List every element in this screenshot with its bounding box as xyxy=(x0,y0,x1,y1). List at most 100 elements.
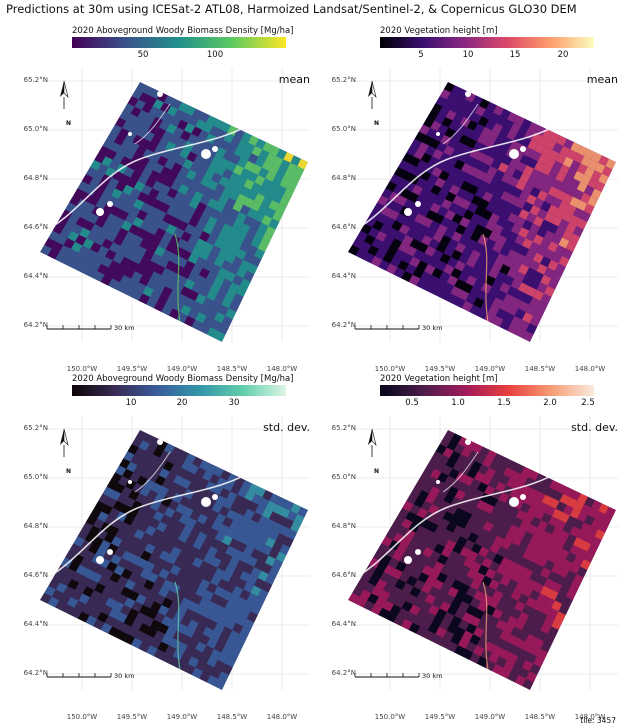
colorbar xyxy=(72,385,286,396)
latitude-label: 65.0°N xyxy=(331,473,356,481)
colorbar-tick-label: 100 xyxy=(206,50,224,60)
scale-bar-label: 30 km xyxy=(422,324,443,332)
map-canvas xyxy=(348,68,618,342)
north-arrow-icon xyxy=(368,428,377,457)
latitude-label: 64.8°N xyxy=(331,522,356,530)
colorbar-tick-label: 30 xyxy=(228,398,240,408)
colorbar xyxy=(380,385,594,396)
raster-layer xyxy=(40,430,308,690)
latitude-label: 64.6°N xyxy=(331,571,356,579)
map-panel-biomass-stddev: 2020 Aboveground Woody Biomass Density [… xyxy=(10,372,310,727)
colorbar-tick-label: 50 xyxy=(137,50,149,60)
north-arrow-icon xyxy=(60,80,69,109)
colorbar-tick-label: 20 xyxy=(176,398,188,408)
latitude-label: 65.2°N xyxy=(23,76,48,84)
longitude-label: 149.0°W xyxy=(474,365,506,373)
longitude-label: 148.0°W xyxy=(266,365,298,373)
longitude-label: 148.5°W xyxy=(216,365,248,373)
colorbar-tick-label: 10 xyxy=(462,50,474,60)
colorbar-tick-label: 1.0 xyxy=(451,398,465,408)
north-arrow-icon xyxy=(368,80,377,109)
longitude-label: 149.5°W xyxy=(424,713,456,721)
scale-bar-label: 30 km xyxy=(114,672,135,680)
north-arrow-label: N xyxy=(66,120,72,127)
latitude-label: 64.2°N xyxy=(331,669,356,677)
scale-bar-label: 30 km xyxy=(422,672,443,680)
scale-bar xyxy=(46,673,112,678)
longitude-label: 148.0°W xyxy=(574,365,606,373)
latitude-label: 65.0°N xyxy=(23,125,48,133)
colorbar-tick-label: 15 xyxy=(509,50,521,60)
longitude-label: 148.0°W xyxy=(574,713,606,721)
colorbar-tick-label: 1.5 xyxy=(497,398,511,408)
latitude-label: 65.2°N xyxy=(23,424,48,432)
latitude-label: 64.4°N xyxy=(331,620,356,628)
longitude-label: 150.0°W xyxy=(66,365,98,373)
north-arrow-label: N xyxy=(66,468,72,475)
colorbar-tick-label: 10 xyxy=(125,398,137,408)
north-arrow-icon xyxy=(60,428,69,457)
longitude-label: 149.0°W xyxy=(166,365,198,373)
colorbar-tick-label: 2.5 xyxy=(581,398,595,408)
latitude-label: 64.2°N xyxy=(23,669,48,677)
raster-layer xyxy=(348,430,616,690)
longitude-label: 150.0°W xyxy=(374,713,406,721)
colorbar-tick-label: 5 xyxy=(418,50,424,60)
latitude-label: 64.4°N xyxy=(23,272,48,280)
latitude-label: 64.8°N xyxy=(23,522,48,530)
longitude-label: 149.5°W xyxy=(424,365,456,373)
longitude-label: 149.0°W xyxy=(166,713,198,721)
latitude-label: 64.2°N xyxy=(331,321,356,329)
scale-bar-label: 30 km xyxy=(114,324,135,332)
longitude-label: 148.5°W xyxy=(524,713,556,721)
latitude-label: 64.4°N xyxy=(331,272,356,280)
latitude-label: 65.2°N xyxy=(331,424,356,432)
north-arrow-label: N xyxy=(374,120,380,127)
longitude-label: 150.0°W xyxy=(66,713,98,721)
longitude-label: 148.5°W xyxy=(216,713,248,721)
colorbar xyxy=(72,37,286,48)
scale-bar xyxy=(354,673,420,678)
legend-title: 2020 Aboveground Woody Biomass Density [… xyxy=(72,26,294,36)
longitude-label: 148.0°W xyxy=(266,713,298,721)
tile-label: tile: 3457 xyxy=(580,716,616,725)
longitude-label: 150.0°W xyxy=(374,365,406,373)
longitude-label: 149.5°W xyxy=(116,365,148,373)
colorbar-tick-label: 20 xyxy=(557,50,569,60)
map-canvas xyxy=(348,416,618,690)
longitude-label: 149.5°W xyxy=(116,713,148,721)
latitude-label: 64.4°N xyxy=(23,620,48,628)
statistic-label: mean xyxy=(586,73,618,86)
colorbar-tick-label: 2.0 xyxy=(543,398,557,408)
latitude-label: 64.6°N xyxy=(23,571,48,579)
map-panel-height-stddev: 2020 Vegetation height [m] 0.5 1.0 1.5 2.0 2.… xyxy=(318,372,618,727)
latitude-label: 64.8°N xyxy=(23,174,48,182)
legend-title: 2020 Vegetation height [m] xyxy=(380,374,498,384)
latitude-label: 65.0°N xyxy=(331,125,356,133)
map-canvas xyxy=(40,68,310,342)
latitude-label: 65.2°N xyxy=(331,76,356,84)
map-panel-biomass-mean: 2020 Aboveground Woody Biomass Density [… xyxy=(10,24,310,379)
raster-layer xyxy=(348,82,616,342)
colorbar xyxy=(380,37,594,48)
statistic-label: std. dev. xyxy=(263,421,310,434)
north-arrow-label: N xyxy=(374,468,380,475)
longitude-label: 148.5°W xyxy=(524,365,556,373)
legend-title: 2020 Vegetation height [m] xyxy=(380,26,498,36)
latitude-label: 64.6°N xyxy=(23,223,48,231)
latitude-label: 64.2°N xyxy=(23,321,48,329)
longitude-label: 149.0°W xyxy=(474,713,506,721)
statistic-label: mean xyxy=(278,73,310,86)
legend-title: 2020 Aboveground Woody Biomass Density [… xyxy=(72,374,294,384)
map-panel-height-mean: 2020 Vegetation height [m] 5 10 15 20 mean 65.… xyxy=(318,24,618,379)
latitude-label: 65.0°N xyxy=(23,473,48,481)
map-canvas xyxy=(40,416,310,690)
raster-layer xyxy=(40,82,308,342)
colorbar-tick-label: 0.5 xyxy=(405,398,419,408)
statistic-label: std. dev. xyxy=(571,421,618,434)
scale-bar xyxy=(354,325,420,330)
latitude-label: 64.6°N xyxy=(331,223,356,231)
figure-title: Predictions at 30m using ICESat-2 ATL08,… xyxy=(6,2,577,16)
scale-bar xyxy=(46,325,112,330)
latitude-label: 64.8°N xyxy=(331,174,356,182)
